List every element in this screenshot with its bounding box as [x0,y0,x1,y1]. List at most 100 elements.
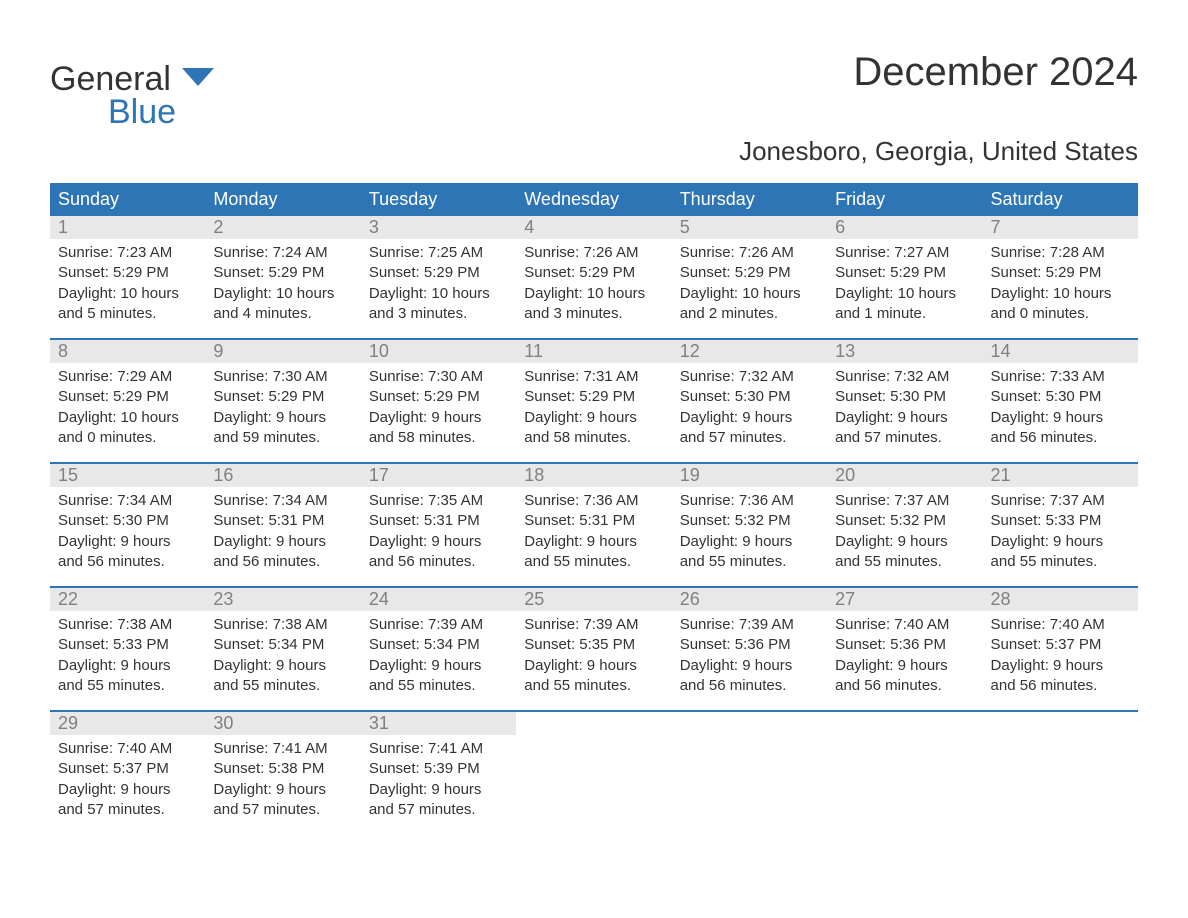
day-details: Sunrise: 7:34 AMSunset: 5:31 PMDaylight:… [205,487,360,580]
sunset-line: Sunset: 5:29 PM [835,263,974,283]
calendar-cell: 7Sunrise: 7:28 AMSunset: 5:29 PMDaylight… [983,216,1138,338]
day-number: 5 [672,216,827,239]
daylight-line-2: and 55 minutes. [369,676,508,696]
daylight-line-2: and 3 minutes. [369,304,508,324]
sunrise-line: Sunrise: 7:40 AM [58,739,197,759]
calendar-cell: 10Sunrise: 7:30 AMSunset: 5:29 PMDayligh… [361,340,516,462]
sunset-line: Sunset: 5:29 PM [369,263,508,283]
daylight-line-2: and 58 minutes. [524,428,663,448]
daylight-line-1: Daylight: 9 hours [991,656,1130,676]
calendar-cell: 6Sunrise: 7:27 AMSunset: 5:29 PMDaylight… [827,216,982,338]
day-number: 22 [50,588,205,611]
daylight-line-1: Daylight: 10 hours [991,284,1130,304]
sunset-line: Sunset: 5:29 PM [524,387,663,407]
calendar-cell: 25Sunrise: 7:39 AMSunset: 5:35 PMDayligh… [516,588,671,710]
daylight-line-2: and 56 minutes. [991,676,1130,696]
daylight-line-1: Daylight: 9 hours [680,532,819,552]
logo: General Blue [50,50,214,132]
sunset-line: Sunset: 5:36 PM [835,635,974,655]
daylight-line-2: and 57 minutes. [835,428,974,448]
day-details: Sunrise: 7:39 AMSunset: 5:35 PMDaylight:… [516,611,671,704]
daylight-line-2: and 56 minutes. [213,552,352,572]
day-number: 26 [672,588,827,611]
daylight-line-1: Daylight: 10 hours [369,284,508,304]
daylight-line-1: Daylight: 9 hours [213,408,352,428]
sunset-line: Sunset: 5:38 PM [213,759,352,779]
page-subtitle: Jonesboro, Georgia, United States [50,136,1138,167]
daylight-line-2: and 1 minute. [835,304,974,324]
week-row: 29Sunrise: 7:40 AMSunset: 5:37 PMDayligh… [50,710,1138,834]
day-details: Sunrise: 7:35 AMSunset: 5:31 PMDaylight:… [361,487,516,580]
calendar: Sunday Monday Tuesday Wednesday Thursday… [50,183,1138,834]
sunset-line: Sunset: 5:31 PM [524,511,663,531]
weeks-container: 1Sunrise: 7:23 AMSunset: 5:29 PMDaylight… [50,216,1138,834]
daylight-line-2: and 55 minutes. [680,552,819,572]
calendar-cell: 1Sunrise: 7:23 AMSunset: 5:29 PMDaylight… [50,216,205,338]
daylight-line-1: Daylight: 10 hours [58,284,197,304]
page-title: December 2024 [853,50,1138,95]
day-number: 23 [205,588,360,611]
sunrise-line: Sunrise: 7:40 AM [991,615,1130,635]
sunset-line: Sunset: 5:34 PM [369,635,508,655]
sunrise-line: Sunrise: 7:32 AM [835,367,974,387]
daylight-line-1: Daylight: 10 hours [58,408,197,428]
daylight-line-1: Daylight: 9 hours [213,780,352,800]
week-row: 22Sunrise: 7:38 AMSunset: 5:33 PMDayligh… [50,586,1138,710]
calendar-cell: 26Sunrise: 7:39 AMSunset: 5:36 PMDayligh… [672,588,827,710]
calendar-cell: 18Sunrise: 7:36 AMSunset: 5:31 PMDayligh… [516,464,671,586]
sunrise-line: Sunrise: 7:32 AM [680,367,819,387]
day-number: 1 [50,216,205,239]
day-details: Sunrise: 7:36 AMSunset: 5:32 PMDaylight:… [672,487,827,580]
day-details: Sunrise: 7:41 AMSunset: 5:38 PMDaylight:… [205,735,360,828]
day-details: Sunrise: 7:25 AMSunset: 5:29 PMDaylight:… [361,239,516,332]
daylight-line-1: Daylight: 9 hours [524,532,663,552]
sunset-line: Sunset: 5:37 PM [58,759,197,779]
day-details: Sunrise: 7:38 AMSunset: 5:34 PMDaylight:… [205,611,360,704]
calendar-cell: 17Sunrise: 7:35 AMSunset: 5:31 PMDayligh… [361,464,516,586]
sunrise-line: Sunrise: 7:23 AM [58,243,197,263]
day-details: Sunrise: 7:30 AMSunset: 5:29 PMDaylight:… [361,363,516,456]
daylight-line-1: Daylight: 10 hours [213,284,352,304]
sunrise-line: Sunrise: 7:37 AM [835,491,974,511]
sunrise-line: Sunrise: 7:37 AM [991,491,1130,511]
day-details: Sunrise: 7:40 AMSunset: 5:37 PMDaylight:… [983,611,1138,704]
day-number: 14 [983,340,1138,363]
daylight-line-2: and 58 minutes. [369,428,508,448]
day-details: Sunrise: 7:40 AMSunset: 5:36 PMDaylight:… [827,611,982,704]
sunset-line: Sunset: 5:29 PM [680,263,819,283]
day-number: 12 [672,340,827,363]
sunset-line: Sunset: 5:30 PM [835,387,974,407]
day-details: Sunrise: 7:39 AMSunset: 5:34 PMDaylight:… [361,611,516,704]
day-number: 4 [516,216,671,239]
sunrise-line: Sunrise: 7:34 AM [213,491,352,511]
daylight-line-1: Daylight: 9 hours [213,532,352,552]
day-number: 25 [516,588,671,611]
sunset-line: Sunset: 5:33 PM [58,635,197,655]
sunrise-line: Sunrise: 7:38 AM [58,615,197,635]
daylight-line-1: Daylight: 9 hours [369,408,508,428]
sunrise-line: Sunrise: 7:34 AM [58,491,197,511]
sunrise-line: Sunrise: 7:27 AM [835,243,974,263]
day-details: Sunrise: 7:40 AMSunset: 5:37 PMDaylight:… [50,735,205,828]
calendar-cell: 8Sunrise: 7:29 AMSunset: 5:29 PMDaylight… [50,340,205,462]
daylight-line-2: and 57 minutes. [58,800,197,820]
daylight-line-1: Daylight: 10 hours [680,284,819,304]
day-number: 2 [205,216,360,239]
daylight-line-1: Daylight: 9 hours [369,656,508,676]
sunset-line: Sunset: 5:29 PM [991,263,1130,283]
dayhead-sat: Saturday [983,183,1138,216]
daylight-line-2: and 57 minutes. [213,800,352,820]
calendar-cell: 27Sunrise: 7:40 AMSunset: 5:36 PMDayligh… [827,588,982,710]
day-details: Sunrise: 7:33 AMSunset: 5:30 PMDaylight:… [983,363,1138,456]
sunrise-line: Sunrise: 7:41 AM [369,739,508,759]
daylight-line-1: Daylight: 9 hours [524,408,663,428]
day-details: Sunrise: 7:23 AMSunset: 5:29 PMDaylight:… [50,239,205,332]
day-details: Sunrise: 7:41 AMSunset: 5:39 PMDaylight:… [361,735,516,828]
sunrise-line: Sunrise: 7:29 AM [58,367,197,387]
logo-blue-text: Blue [108,93,176,131]
calendar-cell: . [672,712,827,834]
day-number: 3 [361,216,516,239]
day-details: Sunrise: 7:38 AMSunset: 5:33 PMDaylight:… [50,611,205,704]
day-number: 13 [827,340,982,363]
calendar-cell: 30Sunrise: 7:41 AMSunset: 5:38 PMDayligh… [205,712,360,834]
